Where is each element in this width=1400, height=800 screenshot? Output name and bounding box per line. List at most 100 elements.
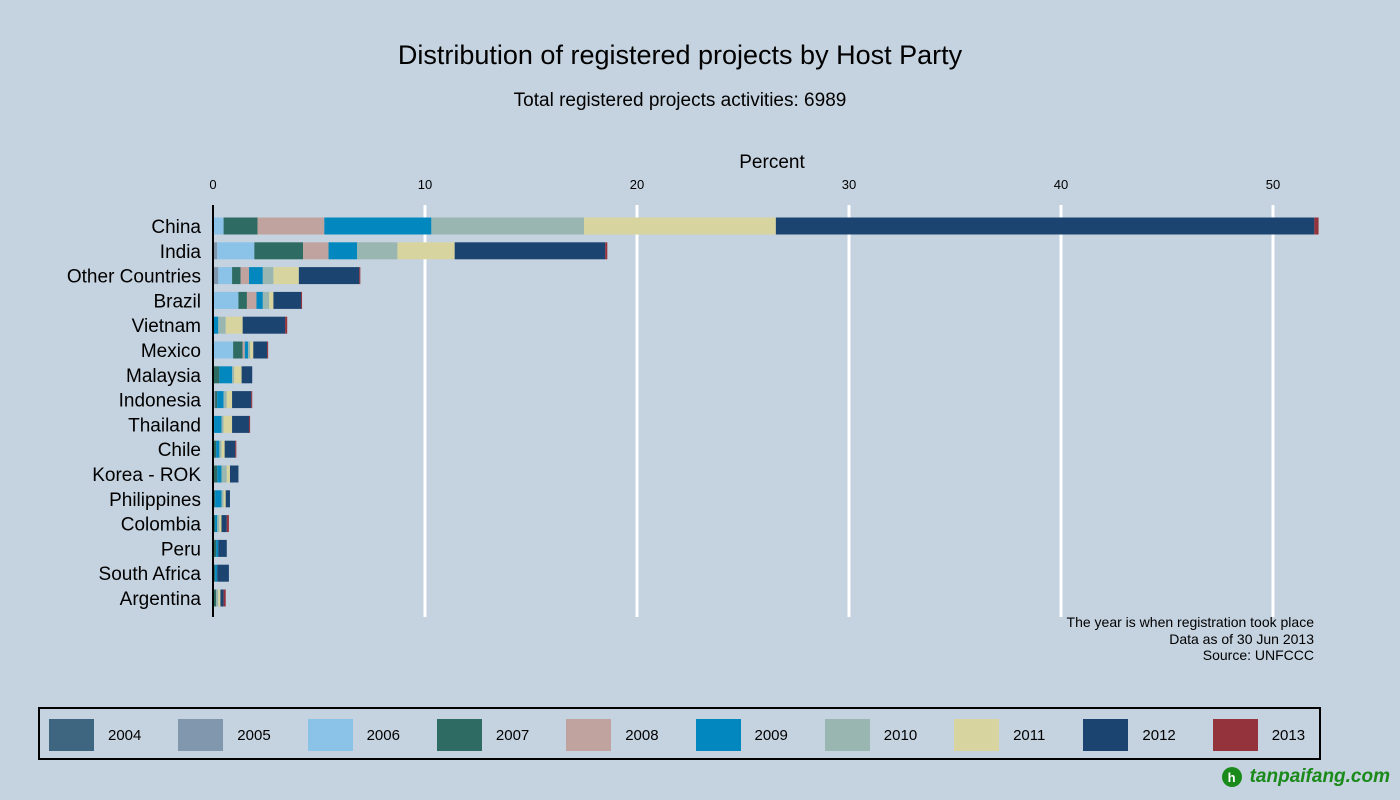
- watermark-text: tanpaifang.com: [1249, 766, 1390, 787]
- bar-segment-2011: [223, 415, 233, 433]
- bar-segment-2006: [213, 291, 239, 309]
- bar-segment-2009: [215, 564, 218, 582]
- bar-segment-2007: [213, 589, 217, 607]
- x-tick-label: 30: [842, 177, 856, 192]
- note-line: Source: UNFCCC: [1202, 647, 1314, 663]
- bar-segment-2006: [213, 341, 234, 359]
- bar-segment-2010: [221, 490, 224, 508]
- bar-segment-2007: [213, 465, 218, 483]
- legend-swatch: [1212, 719, 1258, 751]
- bar-segment-2010: [217, 515, 220, 533]
- bar-segment-2012: [232, 391, 252, 409]
- bar-segment-2013: [359, 267, 361, 285]
- legend-label: 2011: [1013, 726, 1046, 744]
- bar-segment-2007: [213, 515, 216, 533]
- bar-segment-2011: [223, 490, 226, 508]
- bar-segment-2012: [273, 291, 301, 309]
- legend-item-2012: 2012: [1083, 719, 1176, 751]
- bar-segment-2011: [273, 267, 299, 285]
- bar-segment-2011: [226, 391, 233, 409]
- bar-segment-2005: [213, 242, 218, 260]
- legend-item-2009: 2009: [695, 719, 788, 751]
- bar-segment-2006: [213, 217, 224, 235]
- bar-segment-2007: [213, 490, 216, 508]
- legend-swatch: [695, 719, 741, 751]
- legend-label: 2013: [1271, 726, 1306, 744]
- bar-segment-2010: [219, 440, 222, 458]
- y-tick-label: Brazil: [153, 291, 201, 312]
- y-tick-label: Mexico: [141, 341, 201, 362]
- bar-segment-2009: [217, 465, 222, 483]
- chart-title: Distribution of registered projects by H…: [397, 40, 963, 70]
- bar-segment-2013: [267, 341, 269, 359]
- bar-segment-2009: [216, 440, 220, 458]
- bar-segment-2012: [454, 242, 606, 260]
- bar-segment-2008: [242, 341, 245, 359]
- bar-segment-2010: [221, 465, 227, 483]
- bar-segment-2009: [324, 217, 432, 235]
- y-tick-label: Indonesia: [119, 391, 202, 412]
- legend-label: 2012: [1142, 726, 1176, 744]
- bar-segment-2012: [218, 539, 227, 557]
- bar-segment-2009: [215, 515, 218, 533]
- bar-segment-2007: [233, 341, 243, 359]
- bar-segment-2010: [218, 316, 226, 334]
- legend-swatch: [307, 719, 353, 751]
- bar-segment-2013: [226, 515, 229, 533]
- bar-segment-2007: [223, 217, 258, 235]
- legend-label: 2006: [366, 726, 400, 744]
- y-tick-label: Chile: [158, 440, 201, 461]
- bar-segment-2007: [215, 391, 218, 409]
- legend-item-2011: 2011: [954, 719, 1045, 751]
- bar-segment-2012: [242, 316, 286, 334]
- y-tick-label: Argentina: [120, 589, 202, 610]
- legend-item-2004: 2004: [49, 719, 141, 751]
- bar-segment-2008: [240, 267, 250, 285]
- bar-segment-2013: [285, 316, 288, 334]
- bar-segment-2012: [253, 341, 268, 359]
- bar-segment-2012: [217, 564, 229, 582]
- legend-label: 2005: [237, 726, 271, 744]
- bar-segment-2012: [229, 465, 239, 483]
- bar-segment-2010: [262, 291, 270, 309]
- bar-segment-2008: [246, 291, 257, 309]
- legend-item-2007: 2007: [436, 719, 529, 751]
- bar-segment-2012: [241, 366, 253, 384]
- y-tick-label: India: [160, 242, 202, 263]
- bar-segment-2007: [213, 539, 217, 557]
- y-tick-label: South Africa: [99, 564, 202, 585]
- legend-item-2006: 2006: [307, 719, 400, 751]
- bar-segment-2011: [219, 515, 222, 533]
- bar-segment-2012: [220, 589, 224, 607]
- bar-segment-2012: [232, 415, 250, 433]
- bar-segment-2005: [213, 267, 219, 285]
- y-tick-label: Vietnam: [132, 316, 201, 337]
- bar-segment-2011: [226, 465, 230, 483]
- x-tick-label: 40: [1054, 177, 1068, 192]
- legend-swatch: [566, 719, 612, 751]
- bar-segment-2007: [213, 564, 216, 582]
- bar-segment-2011: [250, 341, 254, 359]
- bar-segment-2012: [224, 440, 236, 458]
- bar-segment-2009: [214, 415, 222, 433]
- x-tick-label: 50: [1266, 177, 1280, 192]
- bar-segment-2012: [775, 217, 1315, 235]
- legend-swatch: [49, 719, 94, 751]
- bar-segment-2012: [298, 267, 360, 285]
- legend-swatch: [954, 719, 1000, 751]
- legend-item-2013: 2013: [1212, 719, 1306, 751]
- bar-segment-2010: [357, 242, 398, 260]
- bar-segment-2013: [1314, 217, 1319, 235]
- bar-segment-2010: [232, 366, 235, 384]
- bar-segment-2009: [215, 490, 222, 508]
- bar-segment-2010: [221, 415, 224, 433]
- legend-label: 2008: [625, 726, 659, 744]
- bar-segment-2013: [235, 440, 237, 458]
- bar-chart: Percent 0 10 20 30 40 50 China India Other Countr…: [67, 152, 1319, 617]
- bar-segment-2007: [232, 267, 241, 285]
- chart-subtitle: Total registered projects activities: 69…: [513, 90, 847, 111]
- bar-segment-2012: [221, 515, 227, 533]
- bar-segment-2011: [234, 366, 242, 384]
- bar-segment-2010: [262, 267, 274, 285]
- bar-segment-2007: [213, 366, 220, 384]
